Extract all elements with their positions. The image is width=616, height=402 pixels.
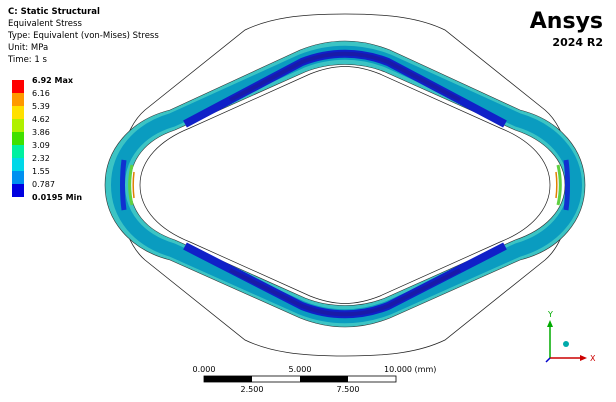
viewport: C: Static Structural Equivalent Stress T… (0, 0, 616, 398)
legend-label: 2.32 (32, 154, 50, 163)
legend-label: 3.86 (32, 128, 50, 137)
legend-label: 5.39 (32, 102, 50, 111)
triad-y: Y (547, 310, 553, 319)
result-type: Type: Equivalent (von-Mises) Stress (7, 31, 159, 41)
scale-bar (204, 376, 396, 382)
legend-label: 1.55 (32, 167, 50, 176)
legend-labels: 6.92 Max 6.16 5.39 4.62 3.86 3.09 2.32 1.55 0.78… (32, 76, 82, 202)
legend-label: 0.787 (32, 180, 55, 189)
scale-label: 0.000 (193, 365, 216, 374)
time: Time: 1 s (7, 55, 47, 65)
logo-version: 2024 R2 (552, 36, 603, 49)
legend-swatches (12, 80, 24, 197)
legend-label: 3.09 (32, 141, 50, 150)
scale-label: 5.000 (289, 365, 312, 374)
legend-label: 6.16 (32, 89, 50, 98)
scale-label: 2.500 (241, 385, 264, 394)
triad-x: X (590, 354, 596, 363)
legend-label: 4.62 (32, 115, 50, 124)
analysis-title: C: Static Structural (8, 7, 100, 17)
model (105, 14, 585, 356)
scale-label: 10.000 (mm) (384, 365, 436, 374)
unit: Unit: MPa (8, 43, 48, 53)
legend-label: 0.0195 Min (32, 193, 82, 202)
scale-label: 7.500 (337, 385, 360, 394)
logo-brand: Ansys (530, 9, 603, 34)
legend-label: 6.92 Max (32, 76, 74, 85)
result-name: Equivalent Stress (8, 19, 82, 29)
triad (546, 320, 587, 362)
